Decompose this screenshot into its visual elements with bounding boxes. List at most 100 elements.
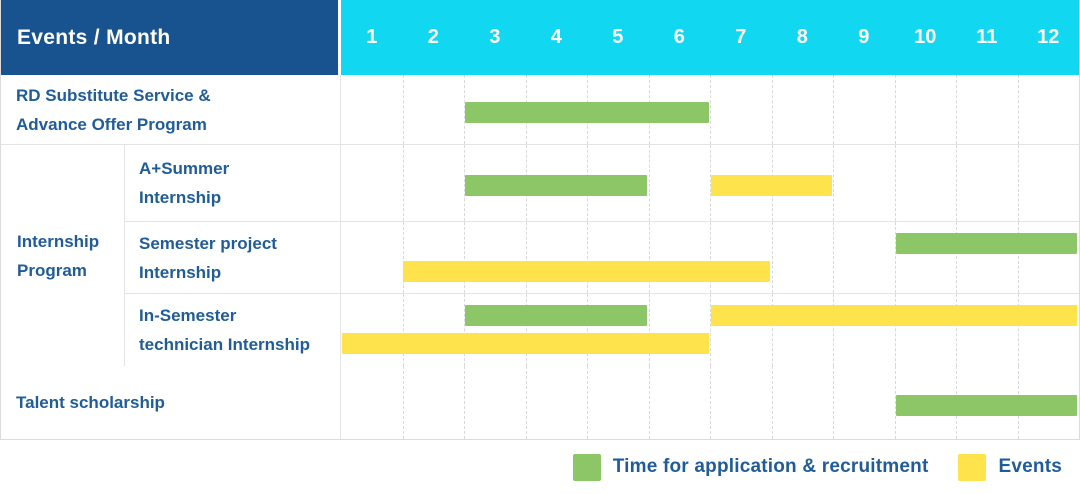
month-gridline: [956, 75, 957, 144]
row-label-talent-scholarship: Talent scholarship: [1, 366, 341, 439]
month-gridline: [587, 366, 588, 439]
month-header-5: 5: [612, 26, 624, 48]
chart-cell-talent-scholarship: [341, 366, 1079, 439]
row-label-line: Advance Offer Program: [16, 114, 207, 134]
row-rd-substitute: RD Substitute Service & Advance Offer Pr…: [1, 75, 1079, 145]
row-label-line: Internship: [139, 262, 222, 282]
month-gridline: [833, 222, 834, 293]
month-header-11: 11: [976, 26, 998, 48]
month-gridline: [464, 294, 465, 366]
gantt-bar-yellow-m7-m12: [711, 305, 1077, 326]
row-label-line: In-Semester: [139, 306, 237, 325]
month-gridline: [1017, 294, 1019, 366]
gantt-bar-green-m10-m12: [895, 394, 1077, 416]
month-gridline: [648, 366, 650, 439]
month-gridline: [587, 294, 588, 366]
month-gridline: [587, 222, 588, 293]
row-label-a-plus-summer: A+Summer Internship: [125, 145, 341, 221]
month-gridline: [894, 294, 896, 366]
month-header-3: 3: [489, 26, 501, 48]
month-gridline: [648, 294, 650, 366]
row-semester-project: Semester project Internship: [125, 222, 1079, 294]
legend-swatch-yellow-icon: [958, 453, 987, 481]
row-label-line: Internship: [139, 188, 222, 207]
chart-cell-semester-project: [341, 222, 1079, 293]
internship-program-group: Internship Program A+Summer Internship S…: [1, 145, 1079, 366]
legend-item-events: Events: [958, 453, 1062, 481]
month-gridline: [894, 75, 896, 144]
month-gridline: [464, 75, 465, 144]
month-gridline: [710, 294, 711, 366]
month-gridline: [710, 222, 711, 293]
month-gridline: [894, 222, 896, 293]
chart-cell-rd-substitute: [341, 75, 1079, 144]
gantt-bar-green-m10-m12: [895, 232, 1077, 254]
legend-item-application-recruitment: Time for application & recruitment: [572, 453, 929, 481]
gantt-bar-green-m3-m5: [464, 175, 648, 196]
month-gridline: [771, 75, 773, 144]
row-label-semester-project: Semester project Internship: [125, 222, 341, 293]
row-talent-scholarship: Talent scholarship: [1, 366, 1079, 439]
legend-swatch-green-icon: [572, 453, 601, 481]
month-gridline: [402, 75, 404, 144]
month-gridline: [833, 294, 834, 366]
month-gridline: [894, 145, 896, 221]
month-header-7: 7: [735, 26, 747, 48]
month-gridline: [402, 222, 404, 293]
month-gridline: [402, 294, 404, 366]
month-header-8: 8: [796, 26, 808, 48]
month-gridline: [525, 294, 527, 366]
row-label-rd-substitute: RD Substitute Service & Advance Offer Pr…: [1, 75, 341, 144]
month-gridline: [956, 145, 957, 221]
month-gridline: [464, 366, 465, 439]
gantt-bar-green-m3-m5: [464, 305, 648, 326]
month-gridline: [710, 75, 711, 144]
legend: Time for application & recruitment Event…: [0, 440, 1062, 494]
group-label-line: Internship: [17, 231, 100, 251]
gantt-bar-green-m3-m6: [464, 101, 709, 123]
row-a-plus-summer: A+Summer Internship: [125, 145, 1079, 222]
month-header-cells: 1 2 3 4 5 6 7 8 9 10 11 12: [341, 0, 1079, 75]
month-gridline: [464, 222, 465, 293]
gantt-bar-yellow-m7-m8: [711, 175, 832, 196]
group-label-line: Program: [17, 260, 87, 280]
month-gridline: [771, 366, 773, 439]
month-gridline: [833, 366, 834, 439]
month-gridline: [956, 294, 957, 366]
month-gridline: [833, 75, 834, 144]
gantt-bar-yellow-m1-m6: [342, 333, 709, 354]
month-gridline: [648, 145, 650, 221]
month-gridline: [771, 222, 773, 293]
events-month-table: Events / Month 1 2 3 4 5 6 7 8 9 10 11 12 RD Substi…: [0, 0, 1080, 440]
month-gridline: [710, 366, 711, 439]
month-header-12: 12: [1037, 26, 1060, 48]
legend-label: Time for application & recruitment: [612, 456, 929, 477]
row-label-line: A+Summer: [139, 159, 230, 178]
month-header-9: 9: [858, 26, 870, 48]
gantt-bar-yellow-m2-m7: [403, 260, 771, 282]
month-gridline: [1017, 222, 1019, 293]
month-gridline: [1017, 75, 1019, 144]
month-header-4: 4: [550, 26, 562, 48]
row-label-line: RD Substitute Service &: [16, 85, 211, 105]
month-gridline: [710, 145, 711, 221]
row-label-line: Talent scholarship: [16, 393, 165, 412]
month-gridline: [1017, 145, 1019, 221]
month-gridline: [402, 366, 404, 439]
month-header-6: 6: [673, 26, 685, 48]
group-label-internship-program: Internship Program: [1, 145, 125, 366]
row-label-in-semester-technician: In-Semester technician Internship: [125, 294, 341, 366]
chart-cell-a-plus-summer: [341, 145, 1079, 221]
legend-label: Events: [998, 456, 1062, 477]
month-gridline: [771, 294, 773, 366]
month-gridline: [402, 145, 404, 221]
month-gridline: [648, 222, 650, 293]
row-in-semester-technician: In-Semester technician Internship: [125, 294, 1079, 366]
row-label-line: Semester project: [139, 233, 277, 253]
month-gridline: [464, 145, 465, 221]
month-gridline: [956, 222, 957, 293]
month-header-2: 2: [427, 26, 439, 48]
internship-subrows: A+Summer Internship Semester project Int…: [125, 145, 1079, 366]
month-gridline: [894, 366, 896, 439]
